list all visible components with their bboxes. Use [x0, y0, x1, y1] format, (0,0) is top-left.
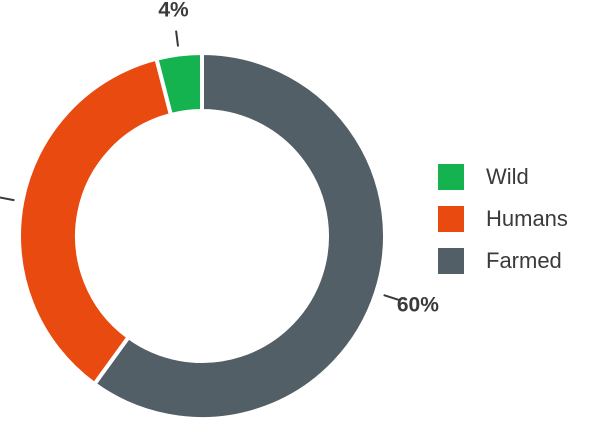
leader-line-wild	[175, 30, 180, 47]
leader-line-humans	[0, 196, 15, 202]
slice-humans	[17, 56, 173, 387]
legend-label-humans: Humans	[486, 206, 568, 231]
leader-line-farmed	[383, 294, 400, 301]
percentage-labels: 60%36%4%	[0, 0, 439, 317]
legend-item-wild: Wild	[438, 163, 568, 191]
legend-label-farmed: Farmed	[486, 248, 562, 273]
legend-swatch-wild	[438, 164, 464, 190]
legend-item-farmed: Farmed	[438, 247, 568, 275]
legend-item-humans: Humans	[438, 205, 568, 233]
pct-label-farmed: 60%	[397, 294, 439, 317]
legend-swatch-farmed	[438, 248, 464, 274]
slice-wild	[154, 51, 204, 117]
legend: Wild Humans Farmed	[438, 163, 568, 289]
donut-slices	[17, 51, 387, 421]
legend-label-wild: Wild	[486, 164, 529, 189]
slice-farmed	[92, 51, 387, 421]
pct-label-wild: 4%	[158, 0, 189, 21]
legend-swatch-humans	[438, 206, 464, 232]
leader-lines	[0, 30, 400, 301]
